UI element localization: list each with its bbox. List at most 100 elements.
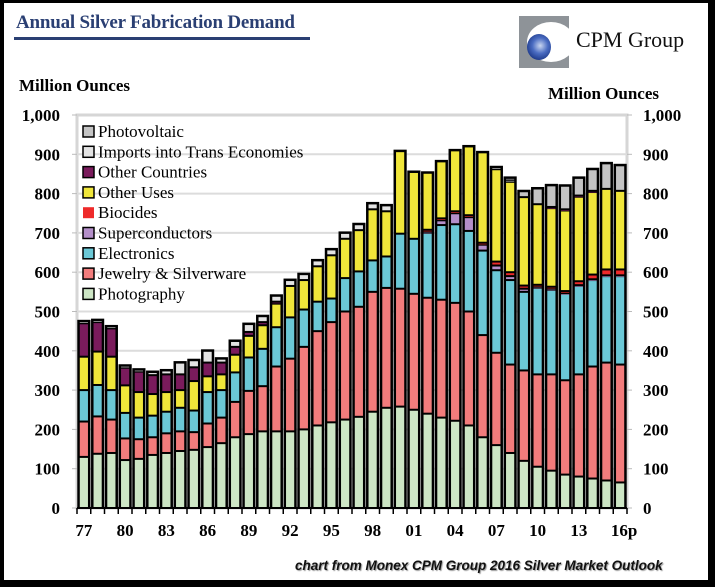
bar-1981 — [132, 368, 146, 508]
bar-1994 — [311, 258, 325, 508]
bar-segment-biocides — [602, 270, 611, 275]
bar-segment-electronics — [286, 318, 295, 358]
bar-1983 — [159, 368, 173, 508]
bar-segment-jewelry-silverware — [107, 420, 116, 452]
bar-segment-electronics — [409, 239, 418, 293]
bar-segment-electronics — [272, 328, 281, 366]
bar-segment-photography — [478, 438, 487, 507]
bar-segment-electronics — [588, 281, 597, 366]
y-tick-label-left: 300 — [35, 381, 61, 400]
bar-segment-other-countries — [231, 347, 240, 354]
bar-segment-electronics — [162, 412, 171, 433]
cpm-globe-logo-icon — [519, 16, 569, 68]
bar-segment-photography — [244, 435, 253, 507]
bar-segment-electronics — [313, 302, 322, 331]
bar-segment-photography — [464, 426, 473, 507]
bar-segment-photography — [162, 453, 171, 507]
bar-segment-other-uses — [561, 211, 570, 291]
bar-segment-imports-into-trans-economies — [341, 233, 350, 238]
bar-segment-other-uses — [478, 153, 487, 242]
bar-2004 — [448, 148, 462, 508]
bar-segment-biocides — [492, 262, 501, 265]
y-tick-label-left: 200 — [35, 420, 61, 439]
bar-segment-electronics — [574, 286, 583, 374]
bar-segment-other-countries — [162, 375, 171, 392]
bar-segment-other-uses — [396, 152, 405, 233]
bar-segment-photography — [506, 453, 515, 507]
bar-segment-jewelry-silverware — [547, 375, 556, 470]
bar-segment-jewelry-silverware — [162, 434, 171, 452]
bar-segment-other-uses — [451, 151, 460, 211]
bar-segment-other-uses — [382, 212, 391, 256]
bar-segment-jewelry-silverware — [478, 336, 487, 437]
bar-1991 — [269, 294, 283, 508]
logo-text: CPM Group — [576, 27, 685, 52]
bar-segment-photography — [107, 453, 116, 507]
bar-2014 — [586, 167, 600, 508]
bar-segment-jewelry-silverware — [423, 298, 432, 413]
y-tick-label-right: 0 — [643, 499, 652, 518]
x-tick-label: 04 — [447, 521, 465, 540]
bar-segment-jewelry-silverware — [244, 391, 253, 434]
bar-segment-electronics — [382, 257, 391, 287]
bar-segment-photography — [272, 432, 281, 507]
bar-segment-other-uses — [437, 162, 446, 218]
bar-segment-biocides — [547, 287, 556, 289]
bar-segment-other-uses — [189, 382, 198, 410]
bar-segment-electronics — [93, 385, 102, 416]
bar-segment-other-uses — [533, 205, 542, 284]
bar-segment-imports-into-trans-economies — [217, 359, 226, 362]
bar-segment-imports-into-trans-economies — [189, 361, 198, 367]
bar-segment-jewelry-silverware — [341, 312, 350, 419]
y-tick-label-right: 200 — [643, 420, 669, 439]
bar-1985 — [187, 358, 201, 508]
bar-segment-other-countries — [176, 375, 185, 390]
bar-segment-photovoltaic — [588, 170, 597, 190]
bar-segment-photovoltaic — [616, 166, 625, 190]
bar-segment-other-uses — [244, 336, 253, 357]
bar-segment-superconductors — [506, 277, 515, 280]
bar-segment-imports-into-trans-economies — [272, 296, 281, 301]
bar-segment-other-uses — [327, 256, 336, 298]
bar-segment-other-countries — [217, 363, 226, 374]
bar-segment-other-uses — [341, 239, 350, 278]
bar-segment-electronics — [464, 231, 473, 311]
y-tick-label-right: 600 — [643, 263, 669, 282]
legend-swatch — [82, 267, 95, 280]
bar-segment-imports-into-trans-economies — [286, 281, 295, 285]
bar-segment-jewelry-silverware — [258, 387, 267, 431]
bar-segment-electronics — [134, 418, 143, 439]
bar-segment-jewelry-silverware — [299, 347, 308, 429]
bar-segment-photography — [602, 481, 611, 507]
y-axis-label-left: Million Ounces — [19, 76, 130, 95]
axes: 0 0 100 100 200 200 300 300 400 400 500 500 600 600 70… — [22, 106, 682, 540]
bar-1987 — [214, 357, 228, 508]
bar-segment-photovoltaic — [506, 178, 515, 180]
bar-segment-other-countries — [574, 196, 583, 198]
bar-segment-electronics — [506, 281, 515, 364]
bar-segment-imports-into-trans-economies — [107, 327, 116, 329]
bar-2010 — [531, 186, 545, 508]
bar-segment-superconductors — [602, 276, 611, 277]
bar-segment-jewelry-silverware — [561, 381, 570, 474]
bar-segment-jewelry-silverware — [451, 303, 460, 420]
bar-1982 — [146, 370, 160, 508]
legend-label: Biocides — [98, 203, 158, 222]
bar-1993 — [297, 272, 311, 508]
bar-segment-electronics — [423, 233, 432, 297]
bar-segment-other-uses — [299, 281, 308, 309]
bar-segment-biocides — [464, 216, 473, 217]
bar-segment-jewelry-silverware — [354, 307, 363, 416]
bar-2009 — [517, 189, 531, 508]
bar-segment-other-uses — [588, 193, 597, 274]
bar-1986 — [201, 349, 215, 508]
bar-segment-jewelry-silverware — [231, 402, 240, 437]
bar-segment-jewelry-silverware — [176, 432, 185, 451]
bar-segment-photovoltaic — [561, 186, 570, 209]
bar-segment-biocides — [533, 285, 542, 287]
bar-segment-photography — [203, 448, 212, 507]
bar-2005 — [462, 144, 476, 508]
legend-label: Other Uses — [98, 183, 174, 202]
legend-label: Superconductors — [98, 224, 212, 243]
